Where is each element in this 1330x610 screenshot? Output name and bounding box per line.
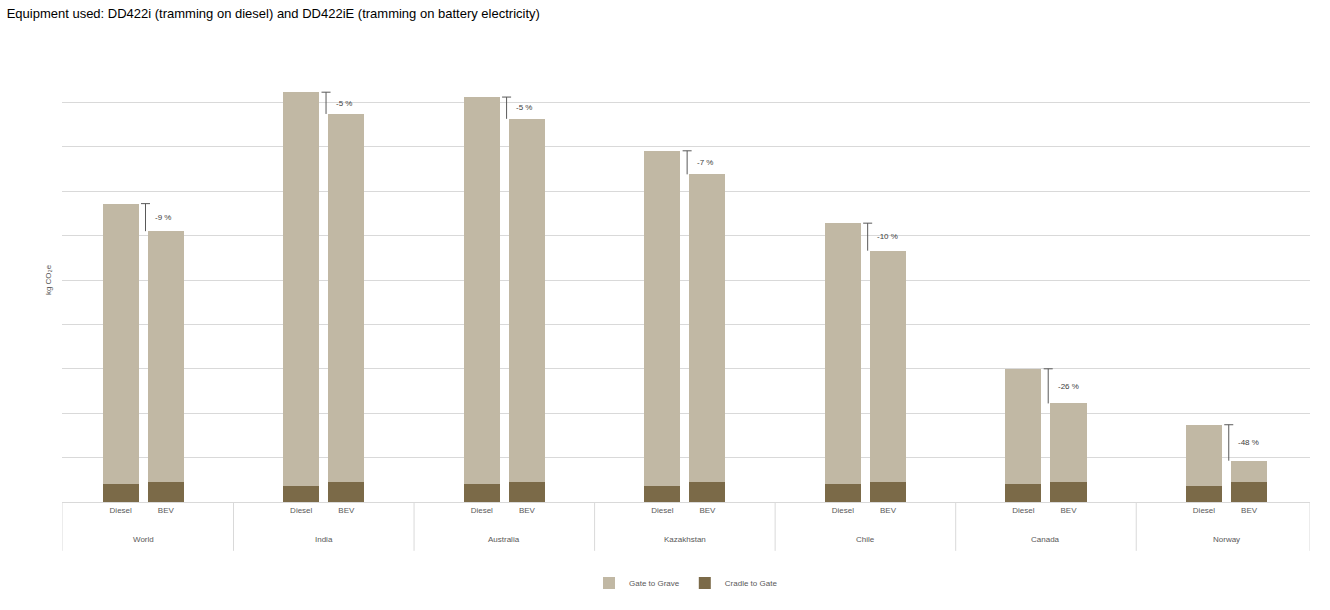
svg-text:BEV: BEV	[158, 506, 175, 515]
svg-text:Diesel: Diesel	[471, 506, 493, 515]
svg-text:India: India	[315, 535, 333, 544]
svg-text:Gate to Grave: Gate to Grave	[629, 579, 680, 588]
svg-text:Diesel: Diesel	[651, 506, 673, 515]
svg-text:Diesel: Diesel	[832, 506, 854, 515]
svg-text:Norway: Norway	[1213, 535, 1240, 544]
svg-text:BEV: BEV	[699, 506, 716, 515]
svg-text:kg CO₂e: kg CO₂e	[44, 264, 53, 295]
svg-text:Kazakhstan: Kazakhstan	[664, 535, 706, 544]
svg-text:Diesel: Diesel	[110, 506, 132, 515]
svg-text:-7 %: -7 %	[697, 158, 713, 167]
svg-text:BEV: BEV	[1061, 506, 1078, 515]
svg-text:Diesel: Diesel	[290, 506, 312, 515]
svg-text:-5 %: -5 %	[336, 99, 352, 108]
svg-text:-26 %: -26 %	[1058, 382, 1079, 391]
svg-text:Australia: Australia	[488, 535, 520, 544]
svg-text:World: World	[133, 535, 154, 544]
svg-text:BEV: BEV	[1241, 506, 1258, 515]
svg-text:Equipment used: DD422i (trammi: Equipment used: DD422i (tramming on dies…	[7, 6, 540, 21]
svg-text:Cradle to Gate: Cradle to Gate	[725, 579, 778, 588]
svg-text:-48 %: -48 %	[1238, 438, 1259, 447]
svg-text:BEV: BEV	[880, 506, 897, 515]
svg-text:-9 %: -9 %	[155, 213, 171, 222]
svg-text:-10 %: -10 %	[877, 232, 898, 241]
svg-text:Diesel: Diesel	[1012, 506, 1034, 515]
svg-text:Diesel: Diesel	[1193, 506, 1215, 515]
svg-text:Chile: Chile	[856, 535, 875, 544]
svg-text:Canada: Canada	[1031, 535, 1060, 544]
svg-text:-5 %: -5 %	[516, 103, 532, 112]
svg-text:BEV: BEV	[338, 506, 355, 515]
svg-text:BEV: BEV	[519, 506, 536, 515]
